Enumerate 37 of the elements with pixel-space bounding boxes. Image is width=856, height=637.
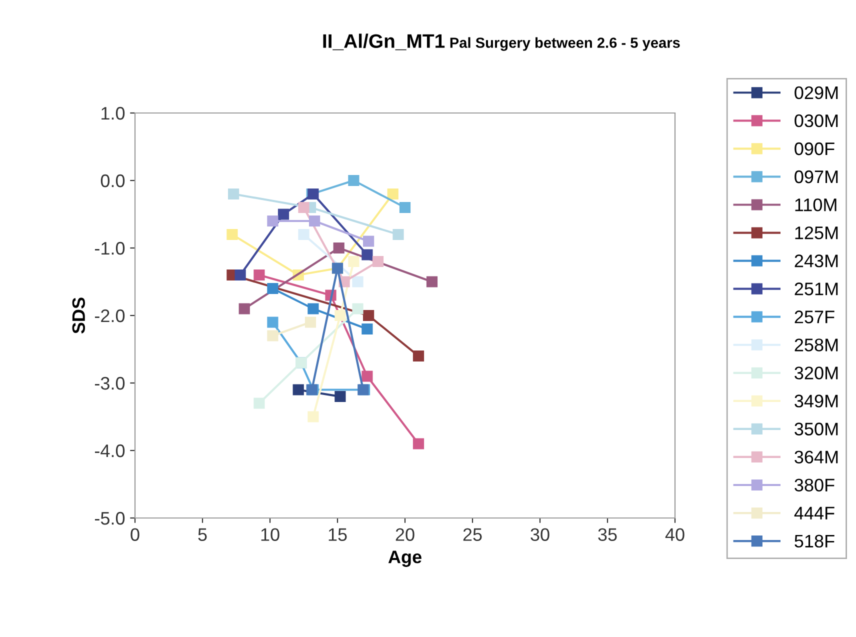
x-tick-label: 35 <box>598 528 617 541</box>
y-tick-label: -4.0 <box>94 444 125 458</box>
x-tick-label: 25 <box>463 528 482 541</box>
legend-label: 444F <box>794 506 834 520</box>
legend-label: 090F <box>794 142 834 156</box>
y-tick-label: -2.0 <box>94 309 125 322</box>
legend-label: 029M <box>794 86 838 100</box>
y-tick-label: -3.0 <box>94 376 125 390</box>
x-tick-label: 5 <box>198 528 207 541</box>
x-tick-label: 30 <box>530 528 550 541</box>
legend-label: 258M <box>794 338 838 352</box>
y-tick-label: 1.0 <box>102 106 125 120</box>
chart-title: II_Al/Gn_MT1 <box>323 34 445 50</box>
y-tick-label: 0.0 <box>100 174 125 188</box>
x-tick-label: 20 <box>396 528 414 541</box>
legend-label: 518F <box>794 534 834 548</box>
x-tick-label: 10 <box>261 528 280 541</box>
y-tick-label: -1.0 <box>94 242 125 255</box>
legend-label: 257F <box>794 310 834 324</box>
x-tick-label: 15 <box>328 528 347 541</box>
legend-label: 243M <box>794 254 838 268</box>
y-axis-title: SDS <box>72 298 86 334</box>
x-axis-title: Age <box>388 550 422 567</box>
x-tick-label: 0 <box>130 528 140 541</box>
legend-label: 380F <box>794 478 834 492</box>
legend-label: 110M <box>795 198 836 212</box>
x-tick-label: 40 <box>665 528 684 541</box>
chart-subtitle: Pal Surgery between 2.6 - 5 years <box>450 37 680 51</box>
legend-label: 320M <box>794 366 838 380</box>
legend-label: 364M <box>794 450 838 464</box>
legend-label: 349M <box>794 394 838 408</box>
legend-label: 350M <box>794 422 838 436</box>
y-tick-label: -5.0 <box>94 512 125 525</box>
legend-label: 097M <box>794 170 838 184</box>
legend-label: 030M <box>794 114 838 128</box>
legend-label: 251M <box>794 282 838 296</box>
legend-label: 125M <box>795 226 838 240</box>
